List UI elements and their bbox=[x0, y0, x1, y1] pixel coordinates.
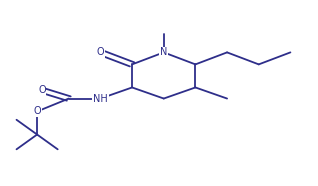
Text: NH: NH bbox=[93, 94, 108, 104]
Text: O: O bbox=[38, 85, 46, 95]
Text: N: N bbox=[160, 47, 168, 57]
Text: O: O bbox=[33, 106, 41, 116]
Text: O: O bbox=[97, 47, 104, 57]
